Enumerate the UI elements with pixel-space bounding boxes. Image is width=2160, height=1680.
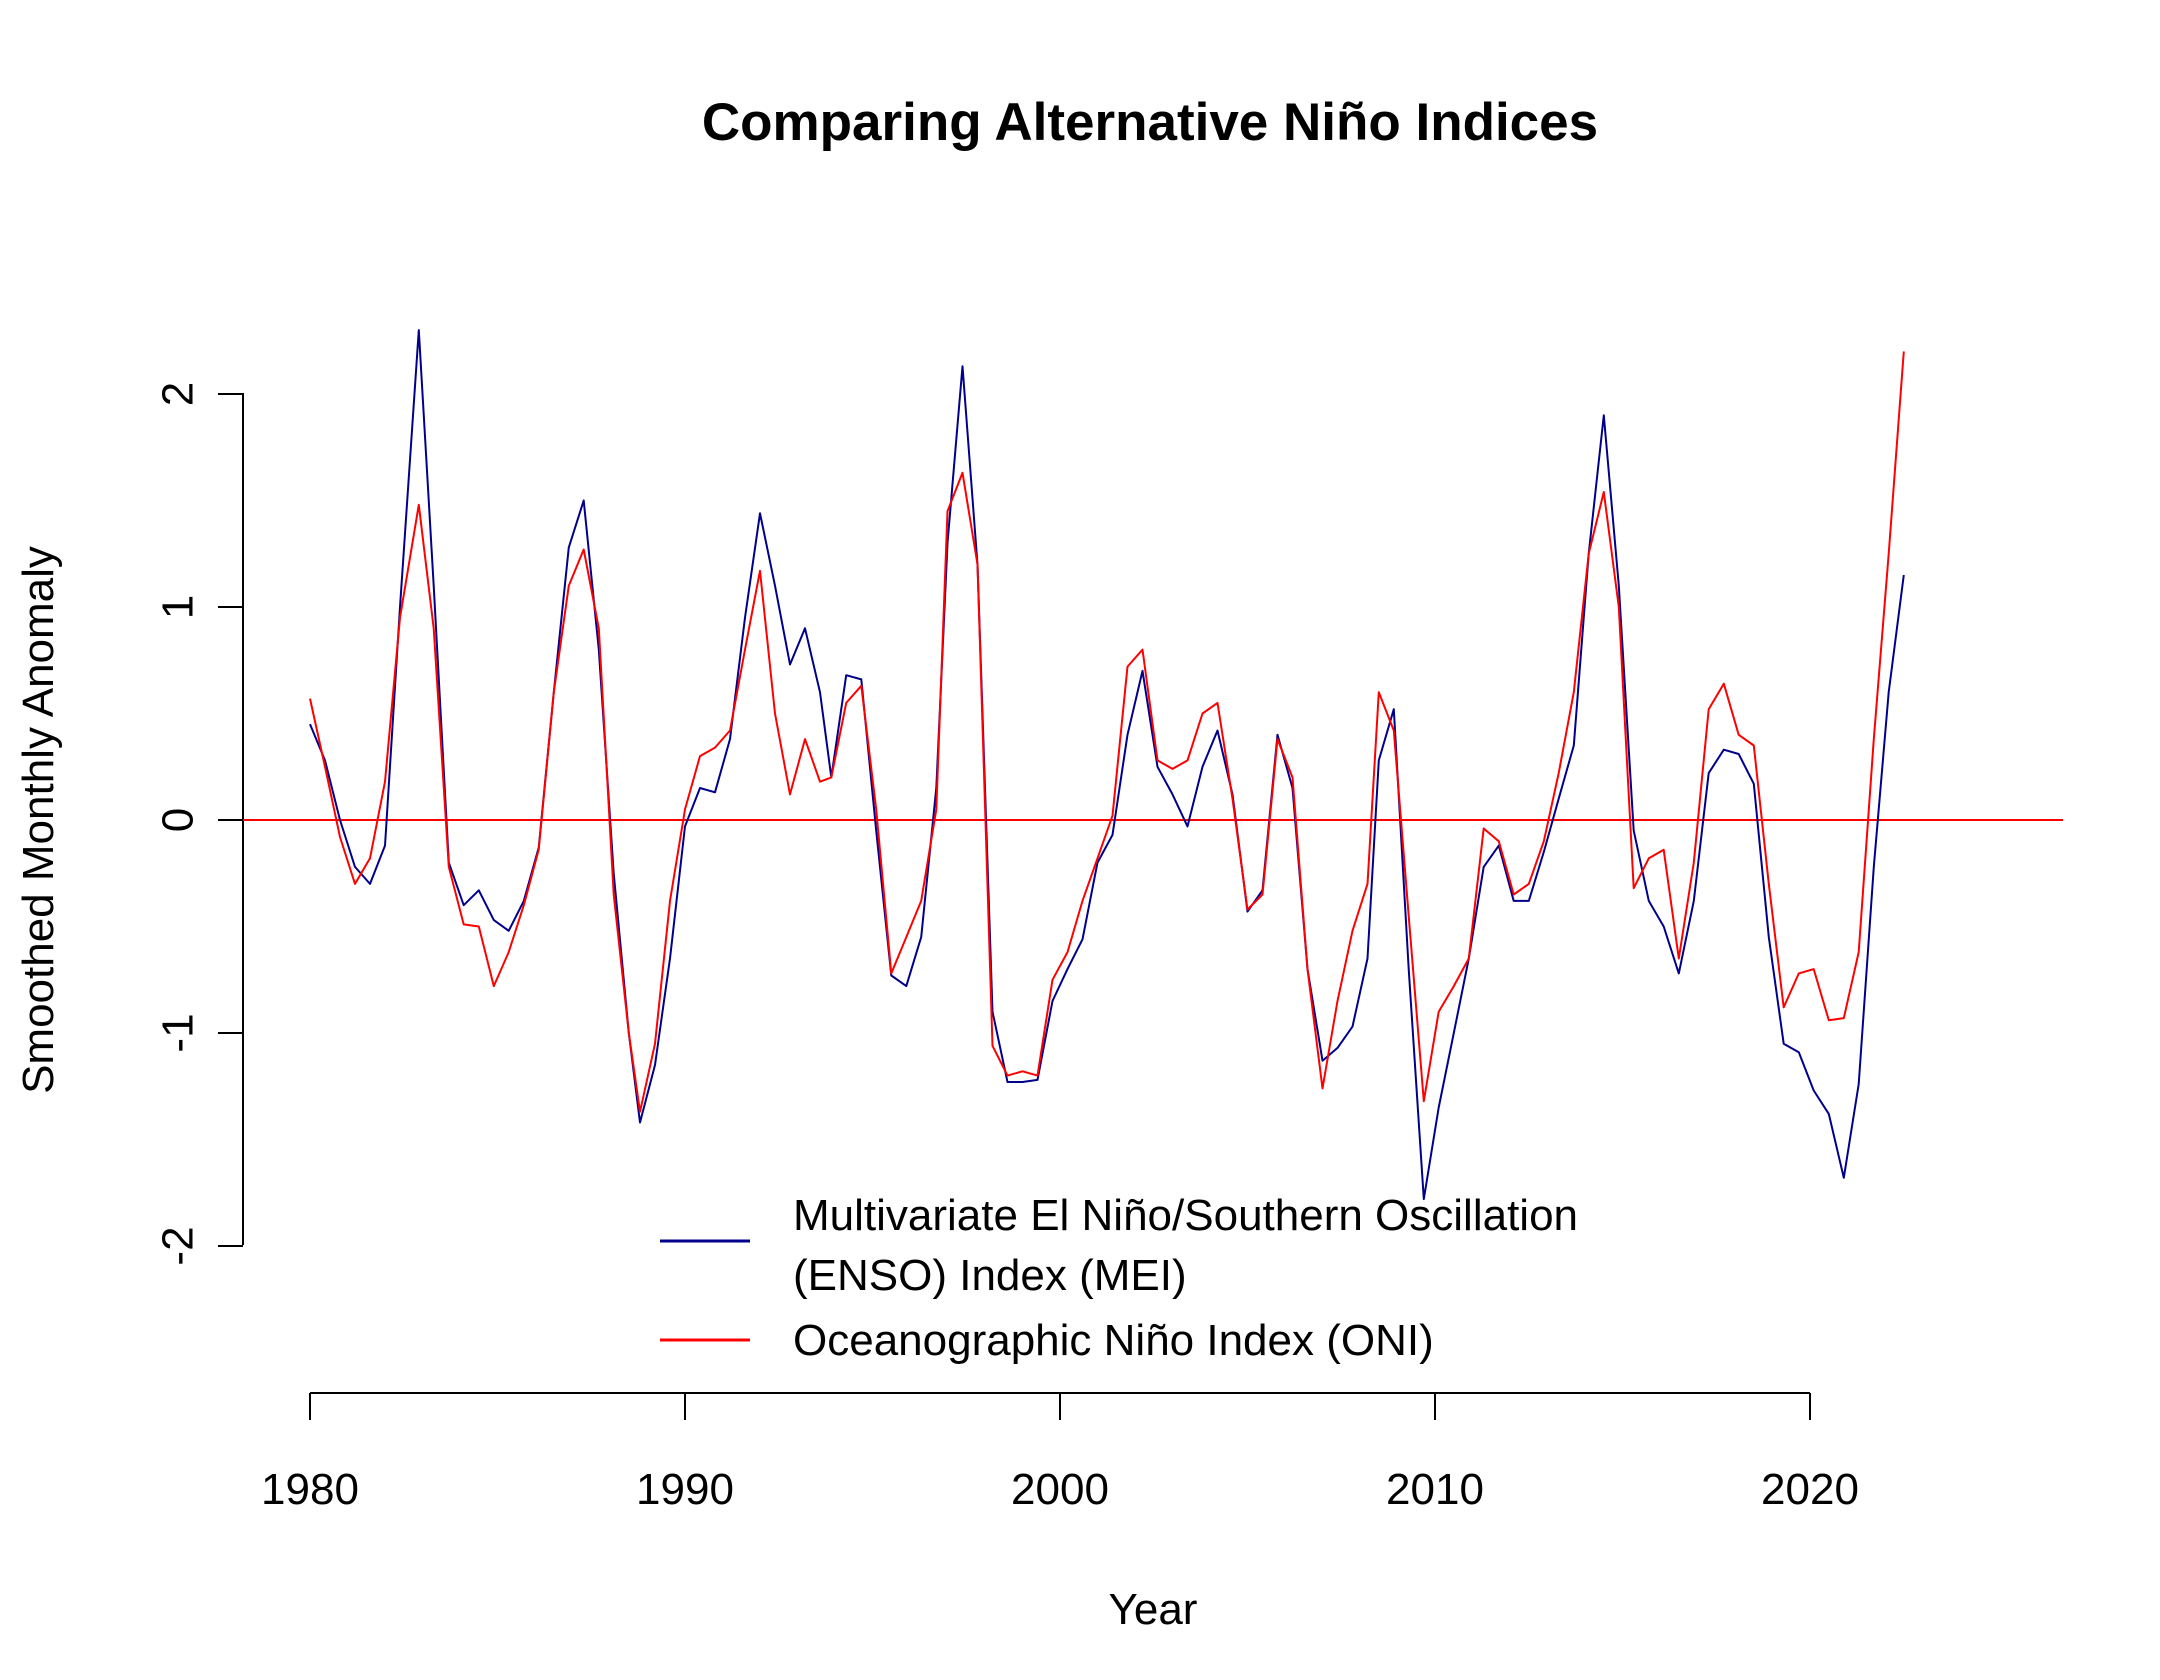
y-tick-label: -1 (154, 1013, 203, 1052)
y-axis: -2 -1 0 1 2 (154, 382, 244, 1266)
x-tick-label: 2000 (1011, 1465, 1109, 1514)
legend-label: Oceanographic Niño Index (ONI) (793, 1316, 1434, 1365)
y-ticks: -2 -1 0 1 2 (154, 382, 243, 1266)
legend: Multivariate El Niño/Southern Oscillatio… (660, 1191, 1578, 1365)
legend-label: Multivariate El Niño/Southern Oscillatio… (793, 1191, 1578, 1240)
series-line-mei (309, 329, 1905, 1201)
x-tick-label: 1990 (636, 1465, 734, 1514)
y-tick-label: 1 (154, 595, 203, 619)
series-layer (309, 329, 1905, 1201)
y-axis-label: Smoothed Monthly Anomaly (14, 546, 63, 1094)
y-tick-label: -2 (154, 1226, 203, 1265)
x-axis-label: Year (1109, 1585, 1198, 1634)
y-tick-label: 2 (154, 382, 203, 406)
legend-label: (ENSO) Index (MEI) (793, 1251, 1187, 1300)
x-tick-label: 2010 (1386, 1465, 1484, 1514)
x-tick-label: 2020 (1761, 1465, 1859, 1514)
y-tick-label: 0 (154, 808, 203, 832)
x-ticks: 1980 1990 2000 2010 2020 (261, 1393, 1859, 1514)
x-tick-label: 1980 (261, 1465, 359, 1514)
x-axis: 1980 1990 2000 2010 2020 (261, 1392, 1859, 1514)
series-line-oni (309, 351, 1905, 1113)
chart-title: Comparing Alternative Niño Indices (702, 93, 1598, 152)
